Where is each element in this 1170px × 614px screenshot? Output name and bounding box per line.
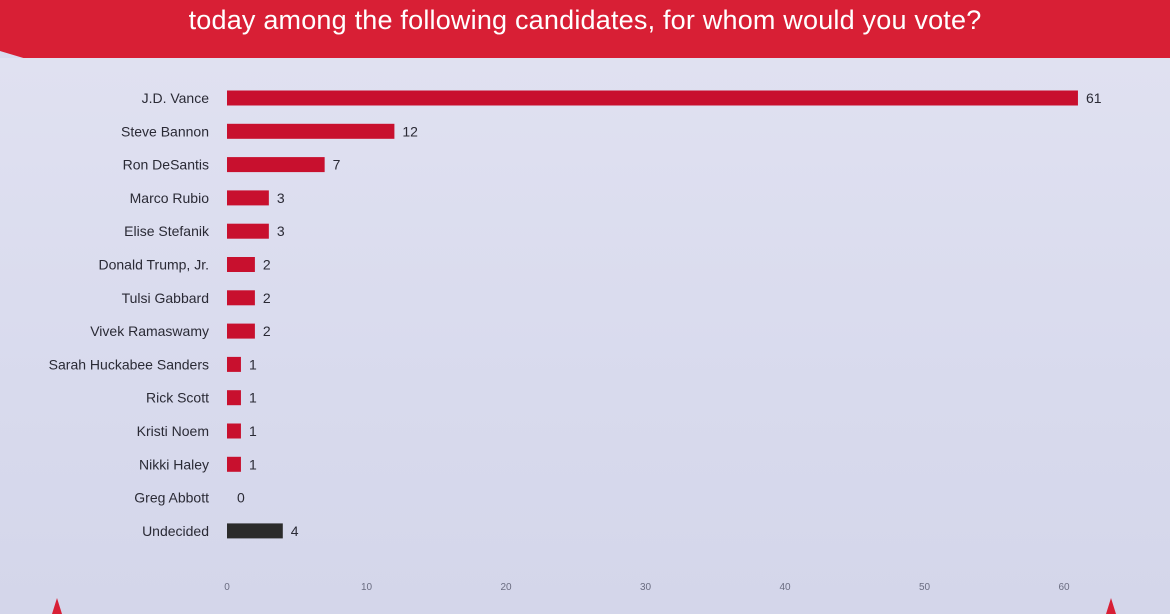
bar <box>227 290 255 306</box>
category-label: J.D. Vance <box>142 90 210 106</box>
category-label: Kristi Noem <box>137 423 209 439</box>
x-tick-label: 10 <box>361 582 373 593</box>
category-label: Donald Trump, Jr. <box>99 257 210 273</box>
chart-panel: J.D. Vance 61 Steve Bannon 12 Ron DeSantis 7 M… <box>0 58 1170 614</box>
x-tick-label: 20 <box>500 582 512 593</box>
bar <box>227 157 325 173</box>
bar <box>227 190 269 206</box>
value-label: 2 <box>263 290 271 306</box>
left-corner-marker <box>52 598 62 614</box>
category-label: Greg Abbott <box>134 490 209 506</box>
value-label: 0 <box>237 490 245 506</box>
value-label: 61 <box>1086 90 1102 106</box>
category-label: Marco Rubio <box>130 190 210 206</box>
value-label: 12 <box>402 123 418 139</box>
bar <box>227 323 255 339</box>
bar <box>227 223 269 239</box>
question-text: today among the following candidates, fo… <box>188 5 982 35</box>
category-label: Elise Stefanik <box>124 223 210 239</box>
bar <box>227 257 255 272</box>
value-label: 4 <box>291 523 299 539</box>
category-label: Rick Scott <box>146 390 209 406</box>
value-label: 2 <box>263 257 271 273</box>
value-label: 1 <box>249 356 257 372</box>
bar <box>227 456 241 472</box>
category-label: Steve Bannon <box>121 123 209 139</box>
category-label: Sarah Huckabee Sanders <box>49 356 209 372</box>
value-label: 3 <box>277 223 285 239</box>
value-label: 3 <box>277 190 285 206</box>
bar <box>227 523 283 539</box>
x-tick-label: 30 <box>640 582 652 593</box>
category-label: Undecided <box>142 523 209 539</box>
x-tick-label: 0 <box>224 582 230 593</box>
value-label: 1 <box>249 390 257 406</box>
category-label: Vivek Ramaswamy <box>90 323 209 339</box>
bar <box>227 90 1078 106</box>
value-label: 1 <box>249 456 257 472</box>
category-label: Ron DeSantis <box>123 157 209 173</box>
bar <box>227 356 241 372</box>
header-banner: today among the following candidates, fo… <box>0 0 1170 58</box>
right-corner-marker <box>1106 598 1116 614</box>
x-tick-label: 40 <box>779 582 791 593</box>
category-label: Nikki Haley <box>139 456 209 472</box>
x-tick-label: 60 <box>1058 582 1070 593</box>
value-label: 1 <box>249 423 257 439</box>
bar <box>227 423 241 439</box>
x-tick-label: 50 <box>919 582 931 593</box>
bar <box>227 390 241 406</box>
bar <box>227 123 395 139</box>
value-label: 2 <box>263 323 271 339</box>
category-label: Tulsi Gabbard <box>122 290 209 306</box>
value-label: 7 <box>333 157 341 173</box>
